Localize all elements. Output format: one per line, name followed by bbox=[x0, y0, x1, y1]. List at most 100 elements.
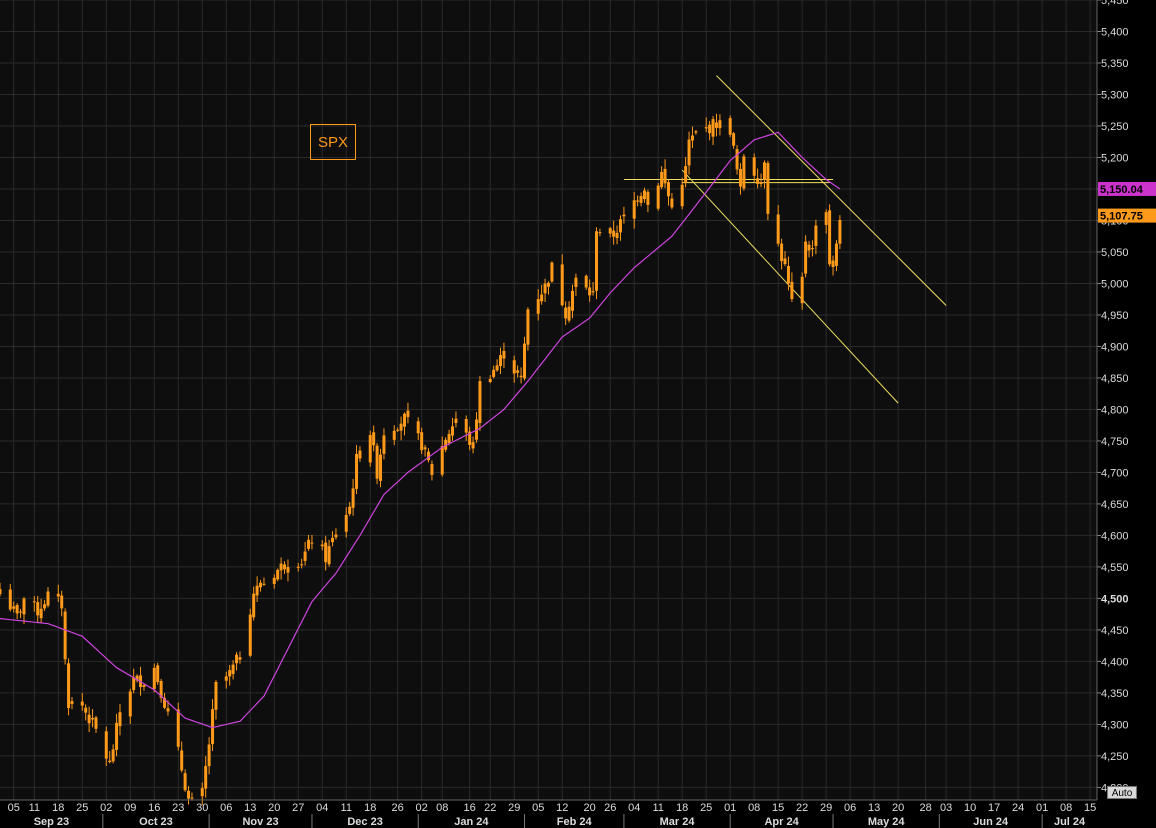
candle-body bbox=[824, 212, 828, 225]
y-tick-label: 4,950 bbox=[1101, 310, 1129, 322]
x-tick-label: 17 bbox=[988, 802, 1000, 814]
candle-body bbox=[783, 258, 787, 265]
candle-body bbox=[540, 294, 544, 302]
candle-body bbox=[180, 750, 184, 771]
candle-body bbox=[156, 665, 160, 683]
candle-body bbox=[660, 171, 664, 188]
y-tick-label: 5,050 bbox=[1101, 247, 1129, 259]
candle-body bbox=[687, 139, 691, 166]
candle-body bbox=[60, 595, 64, 609]
x-tick-label: 22 bbox=[484, 802, 496, 814]
candle-body bbox=[756, 178, 760, 184]
candle-body bbox=[368, 435, 372, 463]
candle-body bbox=[454, 418, 458, 423]
candle-body bbox=[259, 582, 263, 588]
candle-body bbox=[831, 260, 835, 267]
y-tick-label: 4,850 bbox=[1101, 373, 1129, 385]
candle-body bbox=[39, 608, 43, 619]
candle-body bbox=[684, 166, 688, 183]
candle-body bbox=[502, 350, 506, 359]
y-tick-label: 5,000 bbox=[1101, 278, 1129, 290]
candle-body bbox=[584, 275, 588, 288]
candle-body bbox=[492, 369, 496, 377]
candle-body bbox=[807, 244, 811, 251]
candle-body bbox=[471, 442, 475, 449]
candle-body bbox=[19, 611, 23, 613]
x-tick-label: 12 bbox=[556, 802, 568, 814]
y-tick-label: 4,800 bbox=[1101, 404, 1129, 416]
candle-body bbox=[132, 677, 136, 691]
candle-body bbox=[564, 307, 568, 319]
candle-body bbox=[550, 262, 554, 282]
candle-body bbox=[166, 708, 170, 712]
candle-body bbox=[646, 191, 650, 205]
ma-price-tag-label: 5,150.04 bbox=[1100, 184, 1144, 196]
candle-body bbox=[238, 657, 242, 660]
x-tick-label: 24 bbox=[1012, 802, 1024, 814]
candle-body bbox=[235, 654, 239, 664]
candle-body bbox=[87, 714, 91, 724]
y-tick-label: 4,600 bbox=[1101, 530, 1129, 542]
candle-body bbox=[519, 375, 523, 378]
y-tick-label: 4,250 bbox=[1101, 751, 1129, 763]
auto-scale-button[interactable]: Auto bbox=[1107, 786, 1137, 799]
candle-body bbox=[636, 200, 640, 202]
candle-body bbox=[810, 248, 814, 250]
x-tick-label: 26 bbox=[392, 802, 404, 814]
y-tick-label: 5,200 bbox=[1101, 152, 1129, 164]
candle-body bbox=[176, 709, 180, 747]
candle-body bbox=[32, 601, 36, 603]
candle-body bbox=[732, 133, 736, 146]
candle-body bbox=[43, 604, 47, 609]
candle-body bbox=[214, 682, 218, 710]
candle-body bbox=[310, 542, 314, 544]
candle-body bbox=[211, 709, 215, 745]
x-tick-label: 25 bbox=[700, 802, 712, 814]
price-tags: 5,150.04 5,107.75 bbox=[1098, 181, 1156, 223]
candle-body bbox=[8, 589, 12, 610]
candle-body bbox=[762, 162, 766, 180]
candle-body bbox=[464, 418, 468, 433]
x-tick-label: 01 bbox=[1036, 802, 1048, 814]
candle-body bbox=[228, 670, 232, 677]
candle-body bbox=[598, 232, 602, 234]
x-tick-label: 11 bbox=[29, 802, 40, 814]
month-label: Sep 23 bbox=[34, 816, 69, 828]
candle-body bbox=[406, 410, 410, 418]
candle-body bbox=[252, 593, 256, 618]
y-tick-label: 4,450 bbox=[1101, 625, 1129, 637]
x-tick-label: 30 bbox=[196, 802, 208, 814]
y-tick-label: 4,900 bbox=[1101, 341, 1129, 353]
candle-body bbox=[187, 790, 191, 799]
candle-body bbox=[84, 707, 88, 713]
candle-body bbox=[694, 131, 698, 133]
axis-panel-right bbox=[1097, 0, 1156, 828]
candle-body bbox=[94, 717, 98, 729]
candle-body bbox=[22, 598, 26, 615]
x-tick-label: 04 bbox=[316, 802, 328, 814]
candle-body bbox=[594, 231, 598, 291]
candle-body bbox=[526, 309, 530, 345]
x-axis: 05 11 18 25 02 09 16 23 30 06 13 20 27 04 11 18 26 02 08 16… bbox=[0, 799, 1097, 828]
candle-body bbox=[108, 760, 112, 763]
x-tick-label: 08 bbox=[1060, 802, 1072, 814]
candle-body bbox=[135, 675, 139, 681]
month-label: Feb 24 bbox=[557, 816, 593, 828]
candle-body bbox=[615, 232, 619, 239]
candle-body bbox=[279, 563, 283, 571]
x-tick-label: 04 bbox=[628, 802, 640, 814]
candle-body bbox=[344, 514, 348, 532]
x-tick-label: 05 bbox=[532, 802, 544, 814]
trendline bbox=[716, 75, 947, 306]
candle-body bbox=[231, 664, 235, 675]
candle-body bbox=[392, 430, 396, 440]
candle-body bbox=[776, 214, 780, 244]
y-tick-label: 4,550 bbox=[1101, 562, 1129, 574]
x-tick-label: 13 bbox=[244, 802, 256, 814]
x-tick-label: 15 bbox=[772, 802, 784, 814]
x-tick-label: 20 bbox=[892, 802, 904, 814]
candle-body bbox=[612, 230, 616, 237]
candle-body bbox=[547, 282, 550, 287]
candle-body bbox=[15, 605, 19, 614]
